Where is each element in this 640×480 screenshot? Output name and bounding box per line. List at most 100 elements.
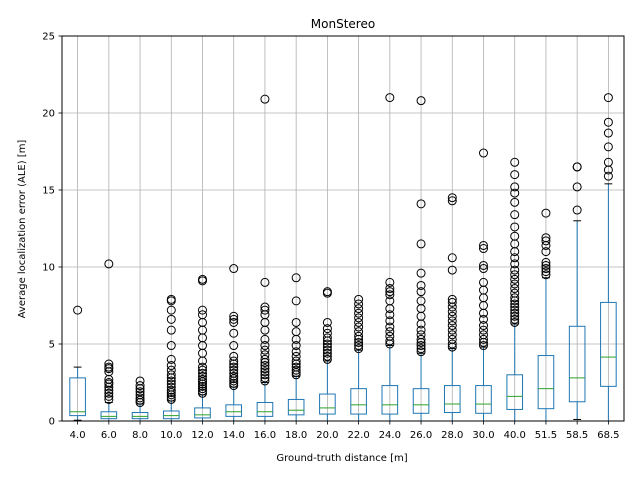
box-body <box>350 388 367 415</box>
outlier-point <box>479 314 488 324</box>
outlier-point <box>354 322 364 332</box>
outlier-point <box>229 264 239 274</box>
outlier-point <box>385 310 395 320</box>
outlier-point <box>135 393 145 403</box>
outlier-point <box>166 361 176 371</box>
outlier-point <box>104 388 114 398</box>
outlier-point <box>385 296 395 306</box>
outlier-point <box>198 374 207 384</box>
outlier-point <box>322 342 332 352</box>
outlier-point <box>510 279 520 289</box>
outlier-point <box>479 277 488 287</box>
outlier-point <box>416 280 426 290</box>
x-tick-label: 16.0 <box>254 430 276 441</box>
y-tick-label: 20 <box>42 109 55 120</box>
y-tick-label: 10 <box>42 263 55 274</box>
outlier-point <box>447 196 457 206</box>
box-51.5 <box>537 208 555 422</box>
chart-title: MonStereo <box>311 17 375 31</box>
box-body <box>381 385 399 415</box>
outlier-point <box>447 339 457 349</box>
outlier-point <box>198 371 207 381</box>
outlier-point <box>260 341 270 351</box>
outlier-point <box>416 325 426 335</box>
outlier-point <box>479 240 488 250</box>
outlier-point <box>416 268 426 278</box>
outlier-point <box>572 205 582 215</box>
outlier-point <box>510 265 520 275</box>
outlier-point <box>354 331 364 341</box>
x-tick-label: 28.0 <box>441 430 463 441</box>
outlier-point <box>260 277 270 287</box>
box-body <box>194 407 211 419</box>
outlier-point <box>354 337 364 347</box>
box-24.0 <box>381 93 399 422</box>
y-tick-label: 15 <box>42 186 55 197</box>
outlier-point <box>447 297 457 307</box>
box-body <box>319 393 336 415</box>
outlier-point <box>166 305 176 315</box>
outlier-point <box>354 344 364 354</box>
outlier-point <box>229 365 239 375</box>
outlier-point <box>104 359 114 369</box>
outlier-point <box>510 299 520 309</box>
outlier-point <box>104 391 114 401</box>
outlier-point <box>541 270 551 280</box>
outlier-point <box>260 370 270 380</box>
box-58.5 <box>568 162 586 420</box>
outlier-point <box>229 362 239 372</box>
box-body <box>225 404 243 417</box>
box-body <box>568 325 586 403</box>
outlier-point <box>510 182 520 192</box>
box-12.0 <box>194 274 211 422</box>
x-tick-label: 68.5 <box>597 430 619 441</box>
box-body <box>600 301 617 387</box>
outlier-point <box>416 96 426 106</box>
outlier-point <box>603 157 613 167</box>
outlier-point <box>510 259 520 269</box>
box-30.0 <box>475 148 492 422</box>
outlier-point <box>510 188 520 198</box>
outlier-point <box>541 233 551 243</box>
outlier-point <box>229 356 239 366</box>
outlier-point <box>198 274 207 284</box>
outlier-point <box>322 317 332 327</box>
outlier-point <box>385 284 395 294</box>
outlier-point <box>198 310 207 320</box>
ticks: 0 5 10 15 20 25 4.0 6.0 8.0 10.0 12.0 14.0 16.0 18.0 2… <box>42 32 619 442</box>
outlier-point <box>166 379 176 389</box>
outlier-point <box>229 368 239 378</box>
outlier-point <box>416 344 426 354</box>
y-tick-label: 5 <box>49 340 55 351</box>
box-10.0 <box>162 294 180 422</box>
outlier-point <box>510 170 520 180</box>
x-tick-label: 14.0 <box>223 430 245 441</box>
outlier-point <box>447 265 457 275</box>
outlier-point <box>260 373 270 383</box>
outlier-point <box>260 305 270 315</box>
outlier-point <box>135 381 145 391</box>
box-8.0 <box>131 376 149 422</box>
outlier-point <box>416 334 426 344</box>
outlier-point <box>322 345 332 355</box>
x-tick-label: 58.5 <box>566 430 588 441</box>
outlier-point <box>322 351 332 361</box>
outlier-point <box>385 316 395 326</box>
outlier-point <box>479 325 488 335</box>
outlier-point <box>510 270 520 280</box>
outlier-point <box>510 274 520 284</box>
outlier-point <box>447 307 457 317</box>
outlier-point <box>166 365 176 375</box>
outlier-point <box>229 381 239 391</box>
outlier-point <box>416 287 426 297</box>
outlier-point <box>541 208 551 218</box>
outlier-point <box>198 305 207 315</box>
outlier-point <box>416 341 426 351</box>
outlier-point <box>416 199 426 209</box>
outlier-point <box>291 273 301 283</box>
outlier-point <box>198 384 207 394</box>
box-26.0 <box>412 96 430 422</box>
x-tick-label: 26.0 <box>410 430 432 441</box>
outlier-point <box>447 316 457 326</box>
outlier-point <box>135 387 145 397</box>
